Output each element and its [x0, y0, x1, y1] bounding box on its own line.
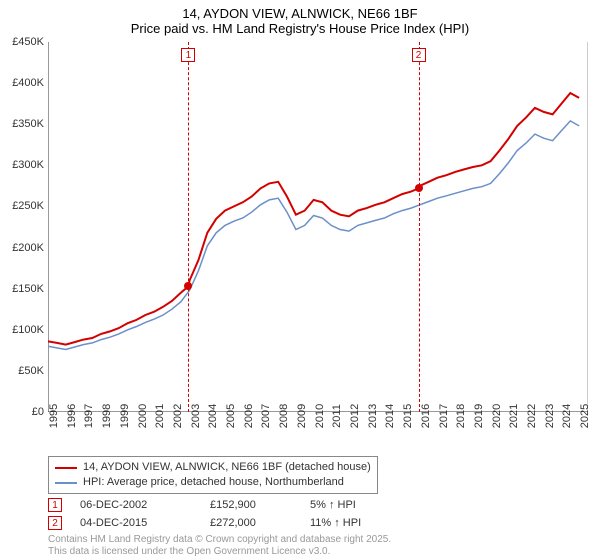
x-tick-label: 2006	[243, 404, 255, 428]
x-tick-label: 2019	[473, 404, 485, 428]
x-tick-label: 1995	[48, 404, 60, 428]
x-tick-label: 2016	[420, 404, 432, 428]
annotation-badge: 1	[181, 48, 195, 62]
x-tick-label: 2004	[207, 404, 219, 428]
annotation-price: £152,900	[210, 499, 310, 511]
x-tick-label: 2020	[491, 404, 503, 428]
x-tick-label: 2005	[225, 404, 237, 428]
chart-title: 14, AYDON VIEW, ALNWICK, NE66 1BF Price …	[0, 0, 600, 38]
x-tick-label: 2024	[561, 404, 573, 428]
x-tick-label: 2007	[260, 404, 272, 428]
annotation-row: 1 06-DEC-2002£152,9005% ↑ HPI	[48, 496, 420, 514]
x-tick-label: 1996	[66, 404, 78, 428]
y-tick-label: £350K	[12, 118, 44, 130]
legend: 14, AYDON VIEW, ALNWICK, NE66 1BF (detac…	[48, 456, 378, 494]
y-tick-label: £300K	[12, 159, 44, 171]
x-axis: 1995199619971998199920002001200220032004…	[48, 412, 588, 462]
x-tick-label: 2012	[349, 404, 361, 428]
footer-line2: This data is licensed under the Open Gov…	[48, 546, 391, 558]
x-tick-label: 2009	[296, 404, 308, 428]
y-axis: £0£50K£100K£150K£200K£250K£300K£350K£400…	[0, 42, 48, 412]
x-tick-label: 2018	[455, 404, 467, 428]
annotation-price: £272,000	[210, 517, 310, 529]
x-tick-label: 2003	[190, 404, 202, 428]
y-tick-label: £0	[32, 406, 44, 418]
series-line	[48, 121, 579, 350]
x-tick-label: 2000	[137, 404, 149, 428]
x-tick-label: 2023	[544, 404, 556, 428]
x-tick-label: 1998	[101, 404, 113, 428]
annotation-row-badge: 1	[48, 498, 62, 512]
x-tick-label: 2011	[331, 404, 343, 428]
y-tick-label: £450K	[12, 36, 44, 48]
x-tick-label: 2008	[278, 404, 290, 428]
x-tick-label: 2010	[314, 404, 326, 428]
annotation-vline	[188, 42, 189, 412]
y-tick-label: £250K	[12, 200, 44, 212]
y-tick-label: £200K	[12, 242, 44, 254]
legend-row: 14, AYDON VIEW, ALNWICK, NE66 1BF (detac…	[55, 460, 371, 475]
x-tick-label: 2015	[402, 404, 414, 428]
x-tick-label: 1999	[119, 404, 131, 428]
annotation-date: 04-DEC-2015	[80, 517, 210, 529]
y-tick-label: £150K	[12, 283, 44, 295]
y-tick-label: £100K	[12, 324, 44, 336]
y-tick-label: £400K	[12, 77, 44, 89]
legend-row: HPI: Average price, detached house, Nort…	[55, 475, 371, 490]
legend-label: HPI: Average price, detached house, Nort…	[83, 475, 344, 490]
title-line2: Price paid vs. HM Land Registry's House …	[0, 21, 600, 36]
x-tick-label: 2021	[508, 404, 520, 428]
x-tick-label: 2025	[579, 404, 591, 428]
annotation-pct: 5% ↑ HPI	[310, 499, 420, 511]
price-marker	[184, 282, 192, 290]
series-line	[48, 93, 579, 345]
x-tick-label: 2001	[154, 404, 166, 428]
legend-swatch	[55, 467, 77, 469]
chart-plot-area: 12	[48, 42, 588, 412]
annotation-pct: 11% ↑ HPI	[310, 517, 420, 529]
x-tick-label: 1997	[83, 404, 95, 428]
title-line1: 14, AYDON VIEW, ALNWICK, NE66 1BF	[0, 6, 600, 21]
legend-label: 14, AYDON VIEW, ALNWICK, NE66 1BF (detac…	[83, 460, 371, 475]
footer-attribution: Contains HM Land Registry data © Crown c…	[48, 534, 391, 558]
plot-svg	[48, 42, 588, 412]
annotation-badge: 2	[412, 48, 426, 62]
x-tick-label: 2022	[526, 404, 538, 428]
x-tick-label: 2013	[367, 404, 379, 428]
x-tick-label: 2014	[384, 404, 396, 428]
annotation-date: 06-DEC-2002	[80, 499, 210, 511]
annotation-vline	[419, 42, 420, 412]
annotation-row-badge: 2	[48, 516, 62, 530]
x-tick-label: 2017	[438, 404, 450, 428]
annotation-row: 2 04-DEC-2015£272,00011% ↑ HPI	[48, 514, 420, 532]
legend-swatch	[55, 482, 77, 484]
footer-line1: Contains HM Land Registry data © Crown c…	[48, 534, 391, 546]
y-tick-label: £50K	[18, 365, 44, 377]
price-marker	[415, 184, 423, 192]
x-tick-label: 2002	[172, 404, 184, 428]
annotation-table: 1 06-DEC-2002£152,9005% ↑ HPI 2 04-DEC-2015…	[48, 496, 420, 532]
